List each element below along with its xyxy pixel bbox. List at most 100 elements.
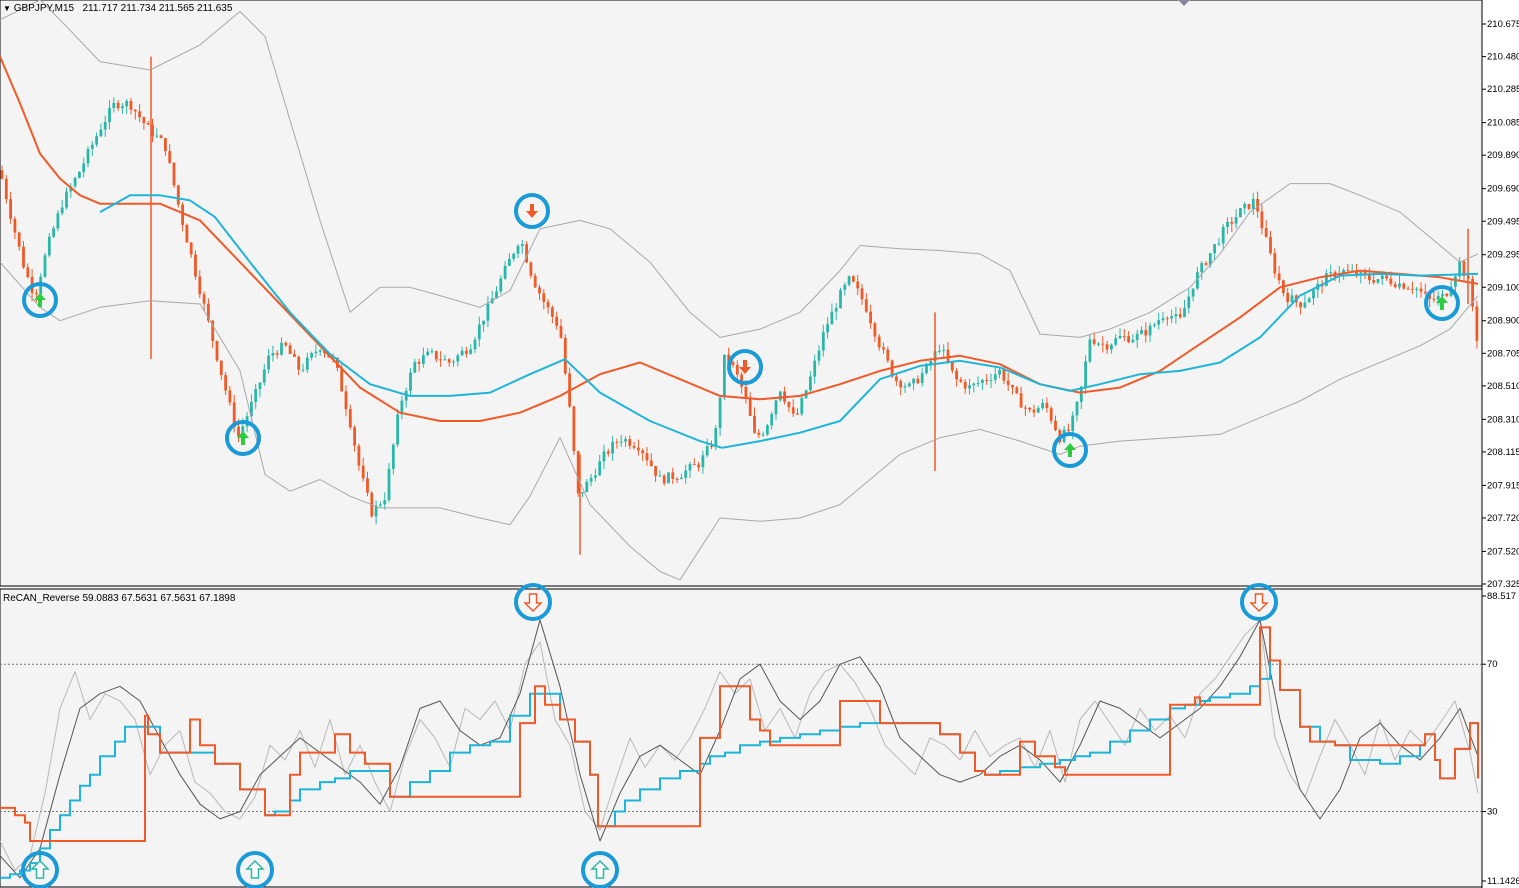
candle-body: [1183, 308, 1186, 318]
candle-body: [1178, 314, 1182, 318]
candle-body: [1303, 302, 1307, 308]
candle-body: [985, 380, 989, 382]
candle-body: [1200, 263, 1204, 273]
candle-body: [121, 106, 124, 109]
candle-body: [1217, 243, 1221, 245]
candle-body: [1325, 273, 1328, 287]
indicator-buy-circle: [581, 851, 619, 888]
candle-body: [826, 324, 829, 333]
candle-body: [1153, 324, 1156, 326]
price-tick-label: 209.890: [1487, 150, 1519, 161]
candle-body: [1148, 325, 1152, 336]
candle-body: [1127, 336, 1130, 343]
candle-body: [1002, 369, 1006, 381]
candle-body: [159, 135, 163, 139]
candle-body: [1307, 298, 1311, 303]
candle-body: [1226, 221, 1229, 227]
candle-body: [671, 472, 675, 480]
candle-body: [1054, 420, 1057, 431]
candle-body: [1097, 343, 1100, 345]
candle-body: [1011, 384, 1014, 388]
candle-body: [925, 364, 928, 374]
candle-body: [181, 204, 184, 225]
outline-arrow-down-icon: [1249, 593, 1269, 613]
candle-body: [555, 316, 559, 327]
candle-body: [1277, 273, 1281, 281]
candle-body: [469, 349, 473, 354]
candle-body: [172, 162, 176, 186]
candle-body: [1114, 338, 1118, 345]
candle-body: [748, 397, 752, 416]
candle-body: [688, 464, 692, 471]
candle-body: [35, 292, 38, 295]
arrow-up-icon: [237, 431, 249, 445]
candle-body: [877, 336, 881, 348]
candle-body: [1140, 330, 1143, 334]
candle-body: [516, 246, 520, 254]
candle-body: [17, 232, 21, 247]
candle-body: [864, 299, 868, 312]
candle-body: [813, 360, 817, 377]
candle-body: [1376, 279, 1380, 283]
candle-body: [301, 369, 305, 371]
candle-body: [65, 191, 68, 208]
candle-body: [1131, 339, 1135, 343]
candle-body: [1041, 402, 1044, 409]
candle-body: [959, 379, 963, 382]
candle-body: [232, 402, 236, 427]
price-tick-label: 210.480: [1487, 52, 1519, 63]
candle-body: [1165, 318, 1169, 320]
candle-body: [873, 323, 877, 337]
upper-band-line: [0, 0, 1479, 338]
candle-body: [916, 378, 920, 384]
candle-body: [1049, 408, 1053, 421]
candle-body: [576, 451, 580, 494]
candle-body: [714, 428, 718, 447]
candle-body: [1088, 339, 1092, 362]
candle-body: [1299, 302, 1302, 308]
candle-body: [387, 468, 391, 501]
candle-body: [533, 275, 537, 288]
candle-body: [744, 386, 748, 398]
candle-body: [697, 464, 700, 468]
candle-body: [684, 470, 688, 478]
candle-body: [391, 444, 395, 469]
chevron-down-icon[interactable]: ▼: [3, 4, 11, 13]
candle-body: [641, 450, 645, 454]
candle-body: [1006, 380, 1010, 385]
candle-body: [1196, 272, 1199, 289]
candle-body: [310, 353, 313, 358]
candle-body: [434, 351, 438, 360]
candle-body: [1092, 339, 1096, 344]
candle-body: [1355, 270, 1358, 276]
candle-body: [1269, 236, 1272, 254]
candle-body: [981, 380, 984, 384]
candle-body: [1398, 283, 1401, 288]
candle-body: [1251, 198, 1255, 210]
indicator-tick-label: 11.1426: [1487, 876, 1519, 887]
candle-body: [1122, 335, 1126, 337]
candle-body: [1135, 333, 1139, 340]
candle-body: [1436, 295, 1440, 300]
candle-body: [645, 453, 649, 461]
candle-body: [701, 455, 705, 468]
candle-body: [968, 385, 971, 389]
candle-body: [86, 148, 90, 164]
candle-body: [366, 478, 369, 493]
candle-body: [1286, 292, 1290, 303]
candle-body: [718, 397, 722, 429]
candle-body: [787, 401, 791, 408]
candle-body: [452, 361, 455, 363]
candle-body: [847, 276, 851, 285]
candle-body: [353, 427, 356, 446]
candle-body: [912, 378, 915, 384]
candle-body: [989, 379, 993, 381]
outline-arrow-up-icon: [30, 859, 50, 879]
candle-body: [1174, 314, 1178, 317]
candle-body: [486, 303, 490, 321]
candle-body: [1256, 198, 1259, 212]
candle-body: [305, 357, 309, 370]
candle-body: [637, 447, 640, 451]
main-chart-header: ▼ GBPJPY,M15 211.717 211.734 211.565 211…: [3, 3, 232, 14]
